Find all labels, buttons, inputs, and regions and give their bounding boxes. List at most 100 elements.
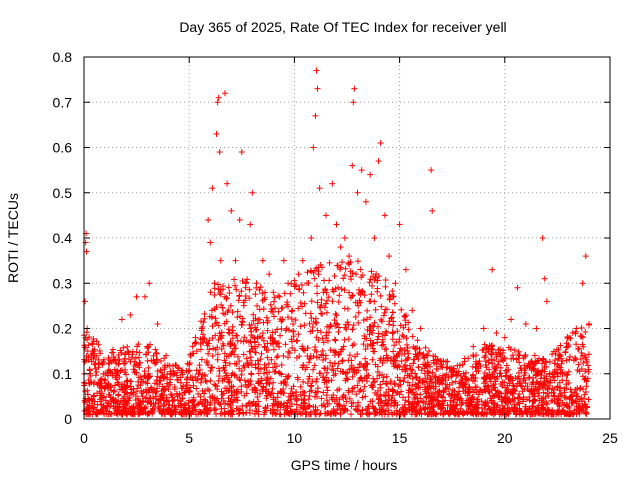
- density-point: [473, 388, 480, 395]
- density-point: [181, 389, 188, 396]
- density-point: [218, 301, 225, 308]
- density-point: [338, 286, 345, 293]
- data-point: [295, 271, 302, 278]
- density-point: [359, 411, 366, 418]
- density-point: [400, 378, 407, 385]
- density-point: [215, 322, 222, 329]
- density-point: [379, 331, 386, 338]
- y-tick-label: 0.5: [53, 185, 73, 201]
- data-point: [280, 257, 287, 264]
- data-point: [253, 280, 260, 287]
- density-point: [329, 298, 336, 305]
- density-point: [412, 370, 419, 377]
- density-point: [323, 369, 330, 376]
- density-point: [311, 275, 318, 282]
- density-point: [218, 345, 225, 352]
- density-point: [489, 360, 496, 367]
- density-point: [332, 310, 339, 317]
- density-point: [271, 294, 278, 301]
- density-point: [270, 346, 277, 353]
- density-point: [438, 406, 445, 413]
- density-point: [131, 362, 138, 369]
- density-point: [274, 353, 281, 360]
- data-point: [409, 307, 416, 314]
- density-point: [156, 408, 163, 415]
- density-point: [263, 395, 270, 402]
- density-point: [278, 361, 285, 368]
- density-point: [341, 287, 348, 294]
- density-point: [239, 277, 246, 284]
- data-point: [329, 180, 336, 187]
- density-point: [389, 288, 396, 295]
- data-point: [579, 280, 586, 287]
- density-point: [322, 365, 329, 372]
- density-point: [361, 383, 368, 390]
- density-point: [270, 364, 277, 371]
- x-tick-label: 15: [392, 430, 408, 446]
- density-point: [343, 398, 350, 405]
- density-point: [193, 339, 200, 346]
- density-point: [201, 315, 208, 322]
- density-point: [361, 292, 368, 299]
- density-point: [282, 341, 289, 348]
- density-point: [567, 386, 574, 393]
- density-point: [364, 326, 371, 333]
- density-point: [105, 360, 112, 367]
- density-point: [144, 357, 151, 364]
- density-point: [221, 405, 228, 412]
- data-point: [270, 289, 277, 296]
- density-point: [336, 292, 343, 299]
- density-point: [203, 339, 210, 346]
- density-point: [414, 337, 421, 344]
- density-point: [248, 370, 255, 377]
- density-point: [251, 335, 258, 342]
- density-point: [563, 357, 570, 364]
- y-tick-label: 0.1: [53, 366, 73, 382]
- density-point: [157, 358, 164, 365]
- data-point: [133, 293, 140, 300]
- density-point: [319, 335, 326, 342]
- density-point: [186, 397, 193, 404]
- density-point: [216, 367, 223, 374]
- density-point: [509, 352, 516, 359]
- density-point: [319, 311, 326, 318]
- density-point: [160, 373, 167, 380]
- density-point: [389, 329, 396, 336]
- density-point: [275, 340, 282, 347]
- density-point: [269, 385, 276, 392]
- density-point: [497, 370, 504, 377]
- density-point: [493, 353, 500, 360]
- density-point: [185, 368, 192, 375]
- density-point: [478, 398, 485, 405]
- density-point: [270, 298, 277, 305]
- density-point: [313, 411, 320, 418]
- density-point: [294, 337, 301, 344]
- y-tick-labels: 0 0.1 0.2 0.3 0.4 0.5 0.6 0.7 0.8: [53, 49, 73, 427]
- density-point: [306, 320, 313, 327]
- density-point: [575, 361, 582, 368]
- density-point: [473, 352, 480, 359]
- density-point: [383, 346, 390, 353]
- data-point: [205, 216, 212, 223]
- density-point: [396, 336, 403, 343]
- data-point: [367, 171, 374, 178]
- data-point: [82, 298, 89, 305]
- density-point: [565, 368, 572, 375]
- density-point: [413, 374, 420, 381]
- density-point: [358, 375, 365, 382]
- density-point: [557, 342, 564, 349]
- density-point: [244, 276, 251, 283]
- data-point: [289, 307, 296, 314]
- data-point: [313, 67, 320, 74]
- data-point: [480, 325, 487, 332]
- density-point: [345, 336, 352, 343]
- density-point: [359, 394, 366, 401]
- data-point: [217, 257, 224, 264]
- density-point: [528, 358, 535, 365]
- data-point: [375, 158, 382, 165]
- density-point: [92, 360, 99, 367]
- density-point: [297, 299, 304, 306]
- density-point: [321, 377, 328, 384]
- data-point: [541, 275, 548, 282]
- density-point: [313, 348, 320, 355]
